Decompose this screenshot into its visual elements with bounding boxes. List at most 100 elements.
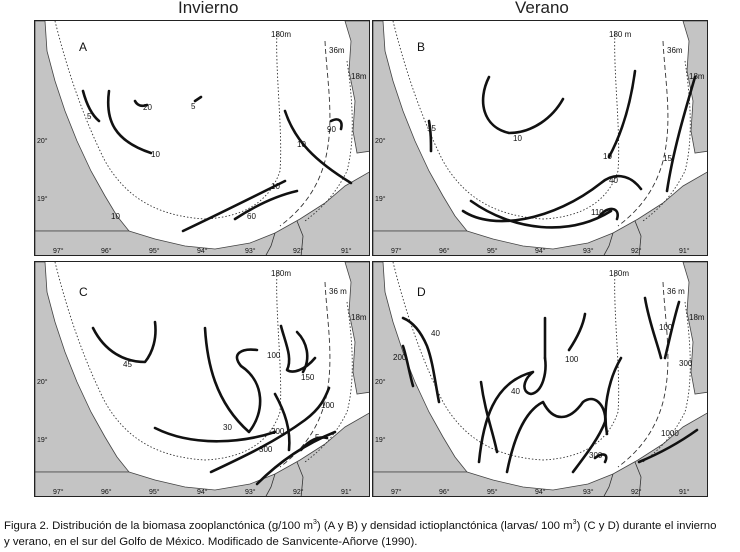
lon-tick: 93° <box>245 247 256 255</box>
isoline <box>133 99 149 108</box>
isobath-36m <box>617 40 669 227</box>
lon-tick: 95° <box>149 488 160 496</box>
land-south-coast <box>35 171 369 255</box>
land-south-coast <box>373 171 707 255</box>
isoline-label: 300 <box>589 451 603 460</box>
depth-label-180: 180m <box>271 269 291 278</box>
isobath-180m <box>54 262 282 461</box>
isoline <box>643 296 663 360</box>
isobath-180m <box>54 21 282 220</box>
lon-tick: 91° <box>341 488 352 496</box>
isoline-label: 45 <box>123 360 132 369</box>
isoline-label: 10 <box>151 150 160 159</box>
caption-line1-start: Figura 2. Distribución de la biomasa zoo… <box>4 519 313 532</box>
isoline-label: 15 <box>663 154 672 163</box>
isoline <box>663 300 681 360</box>
isoline <box>273 392 291 452</box>
depth-label-180: 180 m <box>609 30 632 39</box>
isoline-label: 10 <box>513 134 522 143</box>
isoline <box>329 118 343 131</box>
lon-tick: 91° <box>679 488 690 496</box>
isobath-18m <box>304 60 353 222</box>
isoline <box>469 199 613 229</box>
lat-tick: 20° <box>375 137 386 145</box>
lat-tick: 20° <box>375 378 386 386</box>
isoline-label: 300 <box>259 445 273 454</box>
lon-tick: 94° <box>197 247 208 255</box>
isoline <box>479 380 499 454</box>
isoline <box>106 89 153 155</box>
isoline <box>193 95 203 103</box>
isoline <box>665 75 697 193</box>
isoline-label: 100 <box>321 401 335 410</box>
isobath-180m <box>392 21 620 220</box>
lon-tick: 97° <box>53 247 64 255</box>
isoline-label: 60 <box>247 212 256 221</box>
panel-b-summer-zooplankton: B 180 m 36m 18m 15 10 10 15 40 110 20° 1… <box>372 20 708 256</box>
isoline-label: 5 <box>191 102 196 111</box>
depth-label-18: 18m <box>351 72 367 81</box>
isoline-label: 10 <box>271 182 280 191</box>
panel-letter: C <box>79 285 88 299</box>
lat-tick: 20° <box>37 378 48 386</box>
isoline-label: 100 <box>565 355 579 364</box>
panel-letter: B <box>417 40 425 54</box>
isoline <box>233 189 299 221</box>
lon-tick: 95° <box>487 247 498 255</box>
isoline <box>597 207 619 221</box>
land-yucatan <box>344 21 369 154</box>
lat-tick: 19° <box>37 195 48 203</box>
caption-line1-middle: ) (A y B) y densidad ictioplanctónica (l… <box>316 519 573 532</box>
caption-line2: y verano, en el sur del Golfo de México.… <box>4 535 418 548</box>
land-south-coast <box>373 412 707 496</box>
map-a: A 180m 36m 18m 5 20 5 10 90 10 10 60 10 … <box>35 21 369 255</box>
isoline <box>283 109 353 185</box>
isobath-36m <box>617 281 669 468</box>
depth-label-180: 180m <box>609 269 629 278</box>
isoline-label: 10 <box>297 140 306 149</box>
caption-superscript: 3 <box>572 519 577 526</box>
lat-tick: 19° <box>375 436 386 444</box>
depth-label-18: 18m <box>351 313 367 322</box>
lon-tick: 92° <box>293 488 304 496</box>
isoline-label: 40 <box>431 329 440 338</box>
isoline-label: 90 <box>327 125 336 134</box>
isoline <box>299 436 329 452</box>
lon-tick: 93° <box>583 247 594 255</box>
lon-tick: 93° <box>245 488 256 496</box>
isoline-label: 100 <box>659 323 673 332</box>
isoline-label: 10 <box>603 152 612 161</box>
depth-label-180: 180m <box>271 30 291 39</box>
lat-tick: 20° <box>37 137 48 145</box>
lon-tick: 96° <box>101 247 112 255</box>
depth-label-18: 18m <box>689 72 705 81</box>
lon-tick: 95° <box>149 247 160 255</box>
panel-c-winter-ichthyoplankton: C 180m 36 m 18m 45 100 150 100 30 200 30… <box>34 261 370 497</box>
lon-tick: 91° <box>679 247 690 255</box>
summer-header: Verano <box>515 0 569 17</box>
lon-tick: 96° <box>439 488 450 496</box>
isoline-label: 200 <box>393 353 407 362</box>
depth-label-36: 36m <box>329 46 345 55</box>
isoline-label: 10 <box>111 212 120 221</box>
land-south-coast <box>35 412 369 496</box>
isoline <box>181 179 287 233</box>
lon-tick: 92° <box>293 247 304 255</box>
lon-tick: 92° <box>631 247 642 255</box>
isoline <box>593 453 608 464</box>
caption-superscript: 3 <box>312 519 317 526</box>
isoline <box>203 326 262 434</box>
lon-tick: 94° <box>535 247 546 255</box>
isobath-36m <box>279 40 331 227</box>
lon-tick: 92° <box>631 488 642 496</box>
lon-tick: 97° <box>391 488 402 496</box>
lon-tick: 93° <box>583 488 594 496</box>
lon-tick: 94° <box>197 488 208 496</box>
isoline <box>427 119 433 153</box>
isoline-label: 40 <box>511 387 520 396</box>
lon-tick: 94° <box>535 488 546 496</box>
isoline <box>477 356 547 464</box>
figure-caption: Figura 2. Distribución de la biomasa zoo… <box>4 515 740 550</box>
isobath-180m <box>392 262 620 461</box>
isoline <box>604 356 623 436</box>
